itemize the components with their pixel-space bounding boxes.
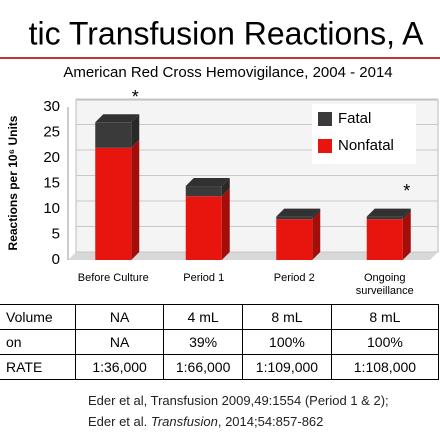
y-axis-label: Reactions per 10⁶ Units (6, 115, 20, 250)
table-cell: NA (75, 329, 165, 355)
table-cell: Volume (0, 304, 77, 330)
bar (276, 219, 313, 260)
table-row: RATE 1:36,000 1:66,000 1:109,000 1:108,000 (0, 354, 440, 380)
citation: Eder et al, Transfusion 2009,49:1554 (Pe… (88, 393, 389, 408)
x-tick-label: Ongoing surveillance (355, 272, 414, 297)
y-tick-label: 30 (43, 98, 60, 115)
y-tick-label: 5 (52, 225, 60, 242)
x-tick-label: Before Culture (77, 272, 149, 284)
bar (185, 196, 222, 260)
table-cell: 1:108,000 (330, 354, 440, 380)
bar-top (366, 208, 411, 217)
table-row: on NA 39% 100% 100% (0, 329, 440, 355)
bar-side (312, 211, 321, 260)
table-cell: 39% (163, 329, 244, 355)
table-cell: RATE (0, 354, 77, 380)
table-cell: 100% (242, 329, 332, 355)
legend-label: Nonfatal (338, 137, 394, 154)
bar-top (185, 178, 230, 187)
citation-part: , 2014;54:857-862 (217, 414, 324, 429)
x-tick-label: Period 1 (183, 272, 225, 284)
table-cell: 8 mL (330, 304, 440, 330)
bar (366, 216, 403, 220)
legend-swatch (318, 139, 332, 153)
bar (276, 216, 313, 220)
table-row: Volume NA 4 mL 8 mL 8 mL (0, 304, 440, 330)
table-cell: 4 mL (163, 304, 244, 330)
citation-part: Transfusion (150, 414, 218, 429)
title: tic Transfusion Reactions, A (29, 15, 425, 51)
chart: tic Transfusion Reactions, A American Re… (0, 15, 440, 268)
table-cell: NA (75, 304, 165, 330)
table-cell: 1:109,000 (242, 354, 332, 380)
bar-side (221, 188, 230, 260)
bar-side (131, 139, 140, 260)
bar (366, 219, 403, 260)
citation-part: Eder et al. (88, 414, 151, 429)
bar (95, 122, 132, 148)
bar-side (131, 114, 140, 148)
table-cell: 8 mL (242, 304, 332, 330)
annotation: * (403, 181, 410, 201)
table-cell: 1:66,000 (163, 354, 244, 380)
bar-side (221, 178, 230, 197)
bar (185, 186, 222, 197)
table-cell: 1:36,000 (75, 354, 165, 380)
data-table: Volume NA 4 mL 8 mL 8 mL on NA 39% 100% 100% RATE 1… (0, 304, 440, 380)
bar (95, 147, 132, 260)
table-cell: on (0, 329, 77, 355)
bar-top (95, 114, 140, 123)
x-tick-label: Period 2 (273, 272, 315, 284)
bar-top (276, 208, 321, 217)
floor (68, 252, 438, 260)
legend-label: Fatal (338, 110, 371, 127)
y-tick-label: 15 (43, 174, 60, 191)
citation: Eder et al. Transfusion, 2014;54:857-862 (88, 414, 323, 429)
y-tick-label: 0 (52, 251, 60, 268)
subtitle: American Red Cross Hemovigilance, 2004 -… (63, 64, 392, 81)
y-tick-label: 10 (43, 200, 60, 217)
bar-side (402, 211, 411, 260)
bar-side (402, 208, 411, 220)
bar-side (312, 208, 321, 220)
y-tick-label: 25 (43, 123, 60, 140)
table-cell: 100% (330, 329, 440, 355)
y-tick-label: 20 (43, 149, 60, 166)
legend-swatch (318, 112, 332, 126)
annotation: * (132, 87, 139, 107)
